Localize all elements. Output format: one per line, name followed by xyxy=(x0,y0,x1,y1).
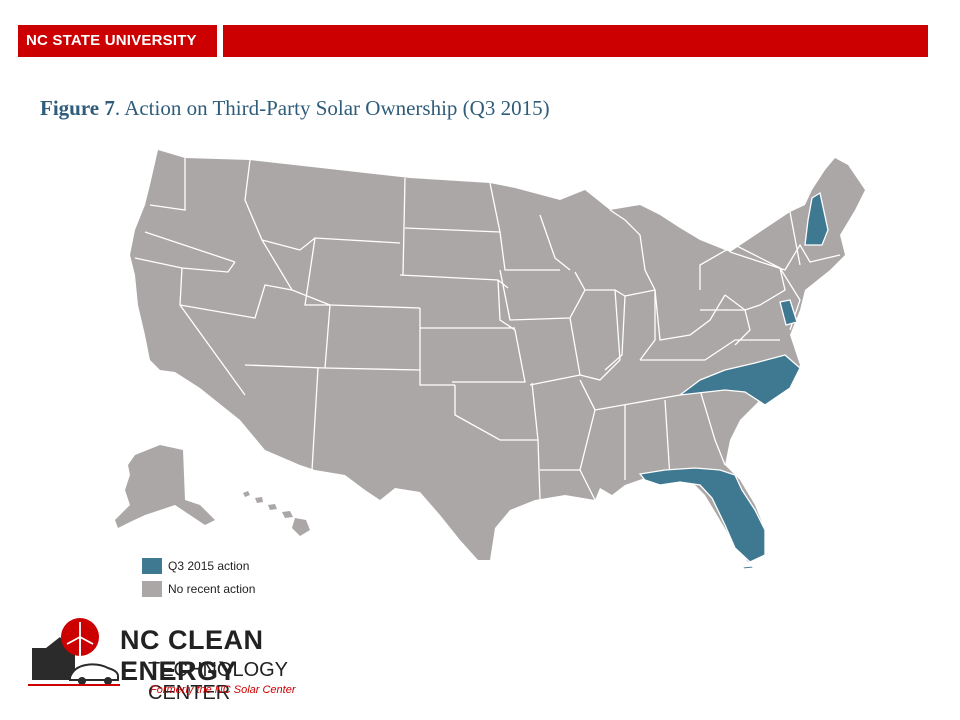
brand-block: NC STATE UNIVERSITY xyxy=(18,25,217,57)
state-north-carolina xyxy=(677,354,801,406)
logo-subtitle: TECHNOLOGY CENTER xyxy=(148,659,288,704)
legend-swatch-no-action xyxy=(142,581,162,597)
state-delaware xyxy=(779,299,798,326)
legend-label: No recent action xyxy=(168,582,256,596)
map-legend: Q3 2015 action No recent action xyxy=(142,555,255,601)
legend-item: Q3 2015 action xyxy=(142,555,255,577)
building-icon xyxy=(32,637,75,680)
us-map xyxy=(115,150,865,570)
mainland-outline xyxy=(130,150,865,562)
legend-item: No recent action xyxy=(142,578,255,600)
legend-swatch-action xyxy=(142,558,162,574)
florida-keys xyxy=(740,565,756,570)
figure-title: Figure 7. Action on Third-Party Solar Ow… xyxy=(40,96,550,121)
legend-label: Q3 2015 action xyxy=(168,559,250,573)
state-new-hampshire xyxy=(804,191,829,246)
alaska xyxy=(115,445,215,528)
figure-title-text: . Action on Third-Party Solar Ownership … xyxy=(114,96,550,120)
figure-label: Figure 7 xyxy=(40,96,115,120)
state-florida xyxy=(638,467,766,563)
hawaii xyxy=(243,491,310,536)
car-icon xyxy=(69,663,119,685)
logo-title: NC CLEAN ENERGY xyxy=(120,625,264,686)
nc-clean-energy-logo: NC CLEAN ENERGY TECHNOLOGY CENTER Former… xyxy=(28,615,358,705)
red-accent-bar xyxy=(223,25,928,57)
logo-icon xyxy=(28,618,120,686)
wind-turbine-icon xyxy=(61,618,99,673)
brand-name: NC STATE UNIVERSITY xyxy=(26,32,197,49)
header-bar: NC STATE UNIVERSITY xyxy=(18,25,928,57)
contiguous-us xyxy=(130,150,865,562)
highlighted-states xyxy=(638,191,829,570)
logo-tagline: Formerly the NC Solar Center xyxy=(150,684,296,696)
